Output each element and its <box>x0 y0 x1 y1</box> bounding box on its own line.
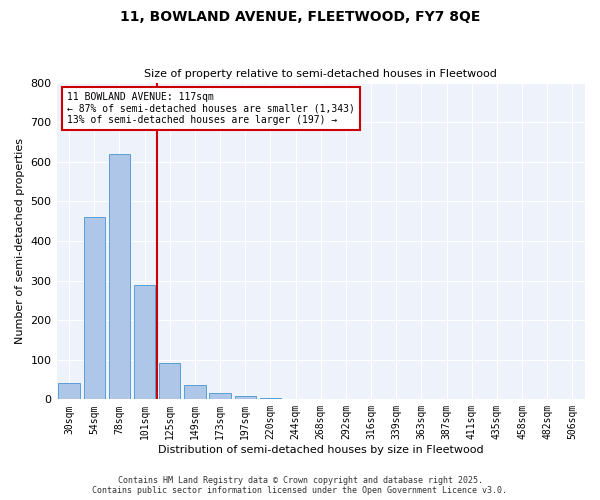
X-axis label: Distribution of semi-detached houses by size in Fleetwood: Distribution of semi-detached houses by … <box>158 445 484 455</box>
Bar <box>260 398 281 400</box>
Bar <box>209 394 231 400</box>
Bar <box>235 396 256 400</box>
Title: Size of property relative to semi-detached houses in Fleetwood: Size of property relative to semi-detach… <box>145 69 497 79</box>
Bar <box>58 382 80 400</box>
Bar <box>83 217 105 400</box>
Bar <box>109 154 130 400</box>
Bar <box>134 284 155 400</box>
Y-axis label: Number of semi-detached properties: Number of semi-detached properties <box>15 138 25 344</box>
Bar <box>159 362 181 400</box>
Text: Contains HM Land Registry data © Crown copyright and database right 2025.
Contai: Contains HM Land Registry data © Crown c… <box>92 476 508 495</box>
Text: 11, BOWLAND AVENUE, FLEETWOOD, FY7 8QE: 11, BOWLAND AVENUE, FLEETWOOD, FY7 8QE <box>120 10 480 24</box>
Bar <box>184 386 206 400</box>
Text: 11 BOWLAND AVENUE: 117sqm
← 87% of semi-detached houses are smaller (1,343)
13% : 11 BOWLAND AVENUE: 117sqm ← 87% of semi-… <box>67 92 355 126</box>
